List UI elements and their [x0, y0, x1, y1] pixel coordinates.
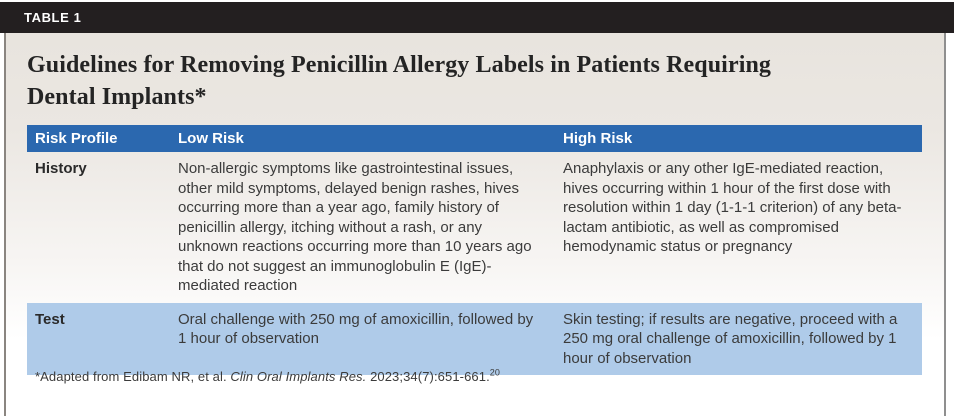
- row-label-test: Test: [35, 310, 65, 328]
- footnote-prefix: *Adapted from Edibam NR, et al.: [35, 369, 231, 384]
- risk-table: Risk Profile Low Risk High Risk History …: [27, 125, 922, 375]
- table-row-test: Test Oral challenge with 250 mg of amoxi…: [27, 302, 922, 375]
- table-banner: TABLE 1: [0, 2, 954, 33]
- table-row-history: History Non-allergic symptoms like gastr…: [27, 152, 922, 303]
- page-left-border: [4, 33, 6, 416]
- footnote: *Adapted from Edibam NR, et al. Clin Ora…: [35, 367, 915, 384]
- page-title-line1: Guidelines for Removing Penicillin Aller…: [27, 52, 772, 78]
- page-right-border: [944, 33, 946, 416]
- column-header-high-risk: High Risk: [563, 130, 633, 147]
- history-high-risk-cell: Anaphylaxis or any other IgE-mediated re…: [563, 160, 902, 255]
- test-low-risk-cell: Oral challenge with 250 mg of amoxicilli…: [178, 310, 534, 348]
- footnote-citation: 2023;34(7):651-661.: [366, 369, 490, 384]
- column-header-low-risk: Low Risk: [178, 130, 244, 147]
- table-banner-label: TABLE 1: [24, 10, 82, 25]
- history-low-risk-cell: Non-allergic symptoms like gastrointesti…: [178, 160, 532, 294]
- footnote-journal-title: Clin Oral Implants Res.: [230, 369, 367, 384]
- table-header-row: Risk Profile Low Risk High Risk: [27, 125, 922, 152]
- page-title-line2: Dental Implants*: [27, 84, 207, 110]
- footnote-reference-number: 20: [489, 367, 501, 378]
- row-label-history: History: [35, 160, 87, 177]
- test-high-risk-cell: Skin testing; if results are negative, p…: [563, 310, 898, 367]
- column-header-risk-profile: Risk Profile: [35, 130, 118, 147]
- page-title: Guidelines for Removing Penicillin Aller…: [27, 49, 927, 113]
